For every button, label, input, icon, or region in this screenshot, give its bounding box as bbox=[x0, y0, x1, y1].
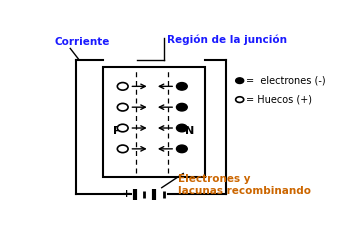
Text: Corriente: Corriente bbox=[54, 37, 110, 47]
Text: Electrones y
lacunas recombinando: Electrones y lacunas recombinando bbox=[178, 174, 311, 196]
Bar bbox=[103, 67, 205, 177]
Text: N: N bbox=[185, 126, 195, 136]
Text: P: P bbox=[113, 126, 121, 136]
Circle shape bbox=[177, 103, 187, 111]
Text: =  electrones (-): = electrones (-) bbox=[246, 76, 326, 86]
Circle shape bbox=[177, 124, 187, 132]
Circle shape bbox=[117, 83, 128, 90]
Text: = Huecos (+): = Huecos (+) bbox=[246, 95, 312, 105]
Text: +: + bbox=[122, 189, 132, 199]
Circle shape bbox=[177, 83, 187, 90]
Circle shape bbox=[117, 124, 128, 132]
Circle shape bbox=[177, 145, 187, 153]
Circle shape bbox=[236, 97, 244, 102]
Text: Región de la junción: Región de la junción bbox=[167, 34, 287, 45]
Circle shape bbox=[117, 145, 128, 153]
Circle shape bbox=[236, 78, 244, 83]
Circle shape bbox=[117, 103, 128, 111]
